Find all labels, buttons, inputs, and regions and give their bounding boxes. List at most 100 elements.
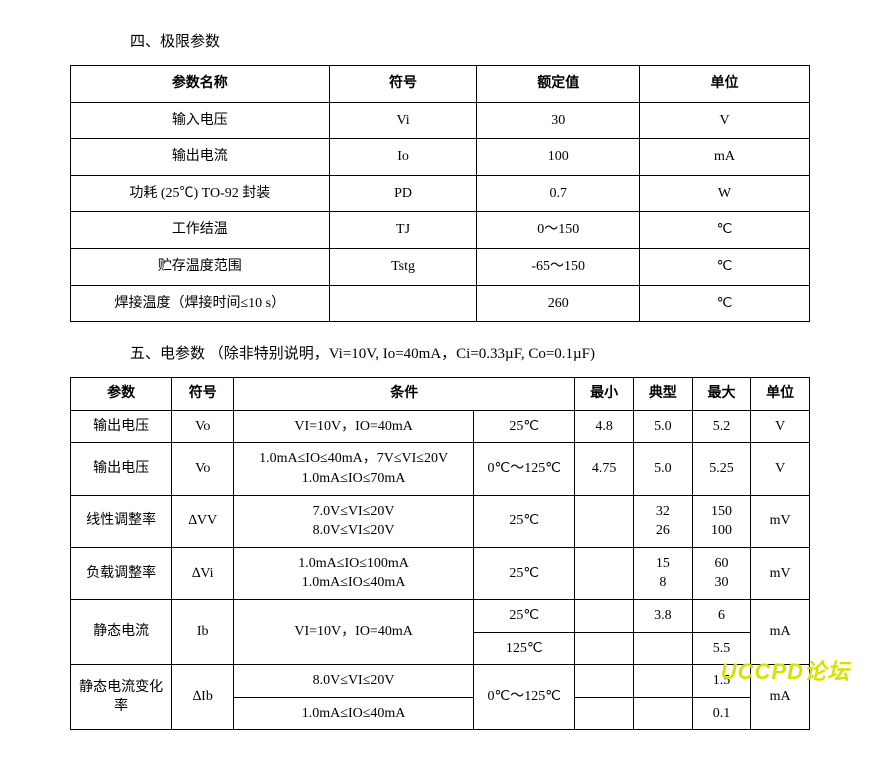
cell: 静态电流变化率 — [71, 665, 172, 730]
table-header-row: 参数名称 符号 额定值 单位 — [71, 66, 810, 103]
table-row: 线性调整率 ∆VV 7.0V≤VI≤20V 8.0V≤VI≤20V 25℃ 32… — [71, 495, 810, 547]
cell: 输出电流 — [71, 139, 330, 176]
cell: 0.1 — [692, 697, 751, 730]
cell: 0℃～125℃ — [474, 665, 575, 730]
cell: 5.0 — [634, 443, 693, 495]
cell: 25℃ — [474, 547, 575, 599]
col-header: 符号 — [172, 378, 234, 411]
table-row: 工作结温 TJ 0～150 ℃ — [71, 212, 810, 249]
cell: 0℃～125℃ — [474, 443, 575, 495]
cell-line: 26 — [638, 521, 688, 541]
watermark-text: UCCPD论坛 — [721, 654, 850, 686]
cell-line: 60 — [697, 554, 747, 574]
cell-line: 8 — [638, 573, 688, 593]
cell: 25℃ — [474, 495, 575, 547]
col-header: 最小 — [575, 378, 634, 411]
table-row: 输出电压 Vo VI=10V，IO=40mA 25℃ 4.8 5.0 5.2 V — [71, 410, 810, 443]
cell: Vi — [329, 102, 477, 139]
section-5-title: 五、电参数 （除非特别说明，Vi=10V, Io=40mA，Ci=0.33µF,… — [130, 342, 840, 363]
cell: 1.0mA≤IO≤40mA，7V≤VI≤20V 1.0mA≤IO≤70mA — [234, 443, 474, 495]
cell: 4.8 — [575, 410, 634, 443]
cell: 15 8 — [634, 547, 693, 599]
cell: 30 — [477, 102, 640, 139]
cell — [575, 697, 634, 730]
cell-line: 150 — [697, 502, 747, 522]
cell: 线性调整率 — [71, 495, 172, 547]
cell: 贮存温度范围 — [71, 248, 330, 285]
cell: Ib — [172, 599, 234, 664]
cell: PD — [329, 175, 477, 212]
cell: ℃ — [640, 212, 810, 249]
cell: V — [751, 443, 810, 495]
cell: -65～150 — [477, 248, 640, 285]
col-header: 参数 — [71, 378, 172, 411]
cell: V — [751, 410, 810, 443]
cell: ℃ — [640, 248, 810, 285]
table-row: 静态电流 Ib VI=10V，IO=40mA 25℃ 3.8 6 mA — [71, 599, 810, 632]
table-row: 负载调整率 ∆Vi 1.0mA≤IO≤100mA 1.0mA≤IO≤40mA 2… — [71, 547, 810, 599]
cell — [575, 632, 634, 665]
cell: 260 — [477, 285, 640, 322]
cell: 3.8 — [634, 599, 693, 632]
col-header: 条件 — [234, 378, 575, 411]
col-header: 参数名称 — [71, 66, 330, 103]
cell: 输入电压 — [71, 102, 330, 139]
cell: 输出电压 — [71, 443, 172, 495]
limit-params-table: 参数名称 符号 额定值 单位 输入电压 Vi 30 V 输出电流 Io 100 … — [70, 65, 810, 322]
cell-line: 15 — [638, 554, 688, 574]
col-header: 最大 — [692, 378, 751, 411]
col-header: 单位 — [751, 378, 810, 411]
electrical-params-table: 参数 符号 条件 最小 典型 最大 单位 输出电压 Vo VI=10V，IO=4… — [70, 377, 810, 730]
cell: 5.0 — [634, 410, 693, 443]
table-row: 功耗 (25℃) TO-92 封装 PD 0.7 W — [71, 175, 810, 212]
cell: 1.0mA≤IO≤100mA 1.0mA≤IO≤40mA — [234, 547, 474, 599]
cell: 7.0V≤VI≤20V 8.0V≤VI≤20V — [234, 495, 474, 547]
cell: 6 — [692, 599, 751, 632]
table-row: 输入电压 Vi 30 V — [71, 102, 810, 139]
cell: ∆Vi — [172, 547, 234, 599]
cell: ∆VV — [172, 495, 234, 547]
cell-line: 100 — [697, 521, 747, 541]
cell: 1.0mA≤IO≤40mA — [234, 697, 474, 730]
cell — [575, 665, 634, 698]
cell: 32 26 — [634, 495, 693, 547]
col-header: 符号 — [329, 66, 477, 103]
col-header: 额定值 — [477, 66, 640, 103]
table-row: 静态电流变化率 ∆Ib 8.0V≤VI≤20V 0℃～125℃ 1.5 mA — [71, 665, 810, 698]
col-header: 典型 — [634, 378, 693, 411]
cell — [634, 697, 693, 730]
cell-line: 8.0V≤VI≤20V — [238, 521, 469, 541]
cell-line: 7.0V≤VI≤20V — [238, 502, 469, 522]
cell: V — [640, 102, 810, 139]
cell — [634, 632, 693, 665]
table-header-row: 参数 符号 条件 最小 典型 最大 单位 — [71, 378, 810, 411]
cell — [575, 547, 634, 599]
cell: 25℃ — [474, 599, 575, 632]
cell: TJ — [329, 212, 477, 249]
cell: 5.2 — [692, 410, 751, 443]
cell: 功耗 (25℃) TO-92 封装 — [71, 175, 330, 212]
cell: 0～150 — [477, 212, 640, 249]
cell: mV — [751, 547, 810, 599]
cell: 60 30 — [692, 547, 751, 599]
cell — [329, 285, 477, 322]
cell: ℃ — [640, 285, 810, 322]
cell: 负载调整率 — [71, 547, 172, 599]
cell — [634, 665, 693, 698]
cell: 静态电流 — [71, 599, 172, 664]
cell: 4.75 — [575, 443, 634, 495]
cell-line: 1.0mA≤IO≤70mA — [238, 469, 469, 489]
cell — [575, 495, 634, 547]
cell: 8.0V≤VI≤20V — [234, 665, 474, 698]
cell-line: 1.0mA≤IO≤40mA，7V≤VI≤20V — [238, 449, 469, 469]
cell: 125℃ — [474, 632, 575, 665]
cell-line: 32 — [638, 502, 688, 522]
table-row: 输出电流 Io 100 mA — [71, 139, 810, 176]
cell: ∆Ib — [172, 665, 234, 730]
cell: VI=10V，IO=40mA — [234, 410, 474, 443]
cell: 0.7 — [477, 175, 640, 212]
cell-line: 1.0mA≤IO≤100mA — [238, 554, 469, 574]
cell: 输出电压 — [71, 410, 172, 443]
cell: Io — [329, 139, 477, 176]
cell: 焊接温度（焊接时间≤10 s） — [71, 285, 330, 322]
